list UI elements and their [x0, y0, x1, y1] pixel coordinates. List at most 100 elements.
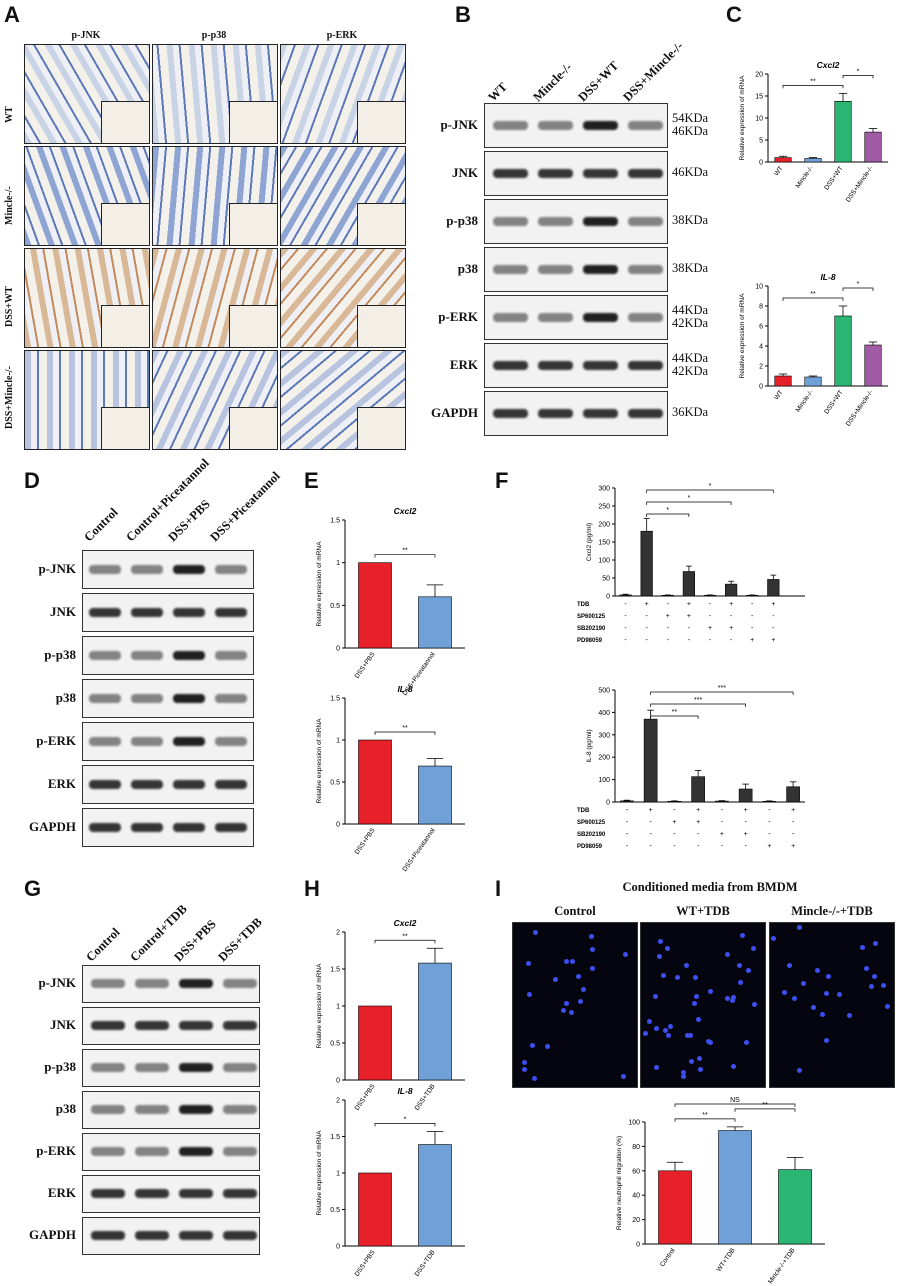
ihc-inset: [100, 100, 149, 143]
panel-letter-g: G: [24, 876, 42, 901]
panel-letter-c: C: [726, 2, 742, 27]
blot-band: [135, 1189, 169, 1198]
blot-band: [89, 693, 121, 703]
treatment-mark: +: [696, 807, 700, 814]
treatment-mark: -: [624, 601, 627, 608]
cell-nucleus: [837, 992, 842, 997]
cell-nucleus: [797, 925, 802, 930]
blot-band: [628, 168, 663, 178]
treatment-mark: -: [626, 843, 629, 850]
blot-band: [493, 360, 528, 370]
significance-bracket: [674, 1103, 796, 1107]
blot-band: [179, 979, 213, 988]
bar: [864, 131, 882, 163]
blot-strip: [82, 1217, 260, 1255]
x-tick-label: Mincle-/-: [795, 165, 815, 189]
treatment-mark: +: [666, 613, 670, 620]
blot-band: [131, 736, 163, 746]
bar: [358, 1172, 392, 1247]
blot-band: [215, 650, 247, 660]
ihc-inset: [100, 304, 149, 347]
blot-strip: [484, 343, 668, 388]
chart-c1: 0 5 10 15 20 Relative expression of mRNA Cxcl2…: [739, 60, 888, 204]
blot-band: [215, 693, 247, 703]
bar: [640, 530, 653, 597]
x-tick-label: DSS+WT: [823, 165, 844, 191]
ihc-inset: [356, 304, 405, 347]
cell-nucleus: [864, 966, 869, 971]
treatment-mark: -: [697, 831, 700, 838]
treatment-mark: -: [697, 843, 700, 850]
y-tick-label: 0: [759, 384, 763, 391]
treatment-mark: -: [667, 601, 670, 608]
treatment-mark: -: [626, 807, 629, 814]
y-tick-label: 1.5: [330, 967, 340, 974]
significance-label: *: [857, 281, 860, 288]
panel-letter-b: B: [455, 2, 471, 27]
blot-row-label: p38: [55, 689, 76, 705]
x-tick-label: DSS+Mincle-/-: [845, 165, 875, 203]
blot-strip: [82, 636, 254, 675]
blot-band: [628, 216, 663, 226]
significance-label: *: [688, 495, 691, 502]
ihc-column-label: p-JNK: [71, 30, 101, 41]
significance-label: *: [404, 1116, 407, 1123]
treatment-mark: +: [729, 625, 733, 632]
blot-band: [135, 979, 169, 988]
blot-row-label: ERK: [47, 775, 76, 791]
treatment-mark: -: [792, 831, 795, 838]
treatment-mark: -: [721, 843, 724, 850]
blot-band: [583, 312, 618, 322]
treatment-mark: +: [767, 843, 771, 850]
cell-nucleus: [782, 990, 787, 995]
significance-bracket: [646, 513, 690, 517]
treatment-mark: -: [744, 843, 747, 850]
blot-row-label: ERK: [449, 356, 478, 372]
cell-nucleus: [847, 1013, 852, 1018]
y-tick-label: 0: [336, 822, 340, 829]
blot-band: [493, 264, 528, 274]
ihc-inset: [356, 100, 405, 143]
blot-band: [89, 736, 121, 746]
treatment-mark: +: [744, 831, 748, 838]
blot-row-label: p-p38: [44, 646, 76, 662]
treatment-mark: -: [673, 807, 676, 814]
significance-bracket: [374, 1123, 436, 1127]
treatment-mark: +: [696, 819, 700, 826]
cell-nucleus: [654, 1065, 659, 1070]
ihc-image: [24, 146, 150, 246]
blot-band: [173, 693, 205, 703]
blot-strip: [82, 722, 254, 761]
blot-band: [628, 120, 663, 130]
blot-band: [223, 1147, 257, 1156]
blot-band: [131, 607, 163, 617]
cell-nucleus: [801, 981, 806, 986]
treatment-mark: -: [730, 613, 733, 620]
chart-title: Cxcl2: [817, 60, 840, 70]
treatment-mark: +: [720, 831, 724, 838]
blot-band: [538, 168, 573, 178]
blot-band: [91, 1147, 125, 1156]
bar: [746, 594, 759, 597]
blot-band: [131, 822, 163, 832]
significance-label: **: [702, 1112, 708, 1119]
y-tick-label: 80: [632, 1144, 640, 1151]
bar: [715, 800, 729, 803]
blot-strip: [484, 391, 668, 436]
blot-band: [583, 360, 618, 370]
significance-bracket: [842, 287, 874, 291]
blot-band: [493, 216, 528, 226]
blot-strip: [484, 103, 668, 148]
significance-bracket: [782, 85, 844, 89]
micrograph-title: Conditioned media from BMDM: [622, 880, 798, 894]
x-tick-label: WT: [773, 165, 785, 177]
bar: [682, 571, 695, 597]
blot-band: [91, 979, 125, 988]
blot-band: [583, 120, 618, 130]
blot-row-label: GAPDH: [29, 1227, 76, 1242]
ihc-image: [152, 146, 278, 246]
cell-nucleus: [771, 936, 776, 941]
panel-letter-e: E: [304, 468, 319, 493]
blot-strip: [82, 550, 254, 589]
